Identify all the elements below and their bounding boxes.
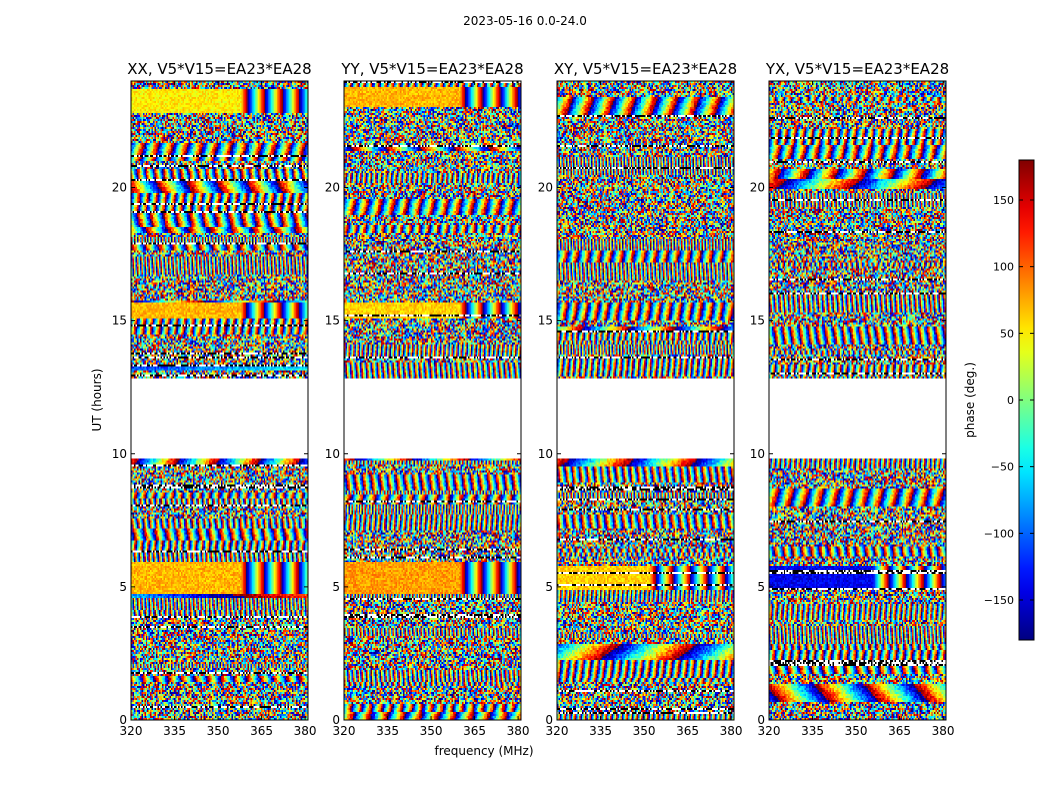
x-tick-label: 320 xyxy=(758,724,781,738)
y-tick-label: 5 xyxy=(757,580,765,594)
colorbar-tick-label: 100 xyxy=(993,261,1014,274)
y-tick-label: 15 xyxy=(538,314,553,328)
x-tick-label: 365 xyxy=(463,724,486,738)
panel-xx: XX, V5*V15=EA23*EA28 320 335 350 365 380 0 5 10 1… xyxy=(112,60,317,738)
x-tick-label: 365 xyxy=(250,724,273,738)
y-tick-label: 5 xyxy=(545,580,553,594)
y-tick-label: 15 xyxy=(750,314,765,328)
colorbar-tick-label: −150 xyxy=(984,594,1014,607)
y-tick-label: 20 xyxy=(538,181,553,195)
y-tick-label: 10 xyxy=(538,447,553,461)
x-tick-label: 335 xyxy=(376,724,399,738)
y-tick-label: 20 xyxy=(112,181,127,195)
x-tick-label: 365 xyxy=(888,724,911,738)
y-tick-label: 15 xyxy=(325,314,340,328)
x-tick-label: 335 xyxy=(589,724,612,738)
colorbar-label: phase (deg.) xyxy=(963,362,977,438)
y-tick-label: 20 xyxy=(750,181,765,195)
x-tick-label: 335 xyxy=(801,724,824,738)
panel-yx: YX, V5*V15=EA23*EA28 320 335 350 365 380 0 5 10 1… xyxy=(750,60,955,738)
x-tick-label: 350 xyxy=(845,724,868,738)
heatmap-yx xyxy=(769,81,946,720)
heatmap-xy xyxy=(557,81,734,720)
y-tick-label: 0 xyxy=(119,713,127,727)
x-tick-label: 335 xyxy=(163,724,186,738)
y-tick-label: 5 xyxy=(332,580,340,594)
y-tick-label: 5 xyxy=(119,580,127,594)
x-tick-label: 380 xyxy=(932,724,955,738)
panel-xy: XY, V5*V15=EA23*EA28 320 335 350 365 380 0 5 10 1… xyxy=(538,60,743,738)
axes-frame xyxy=(130,80,309,721)
colorbar-tick-label: −50 xyxy=(991,461,1014,474)
axes-frame xyxy=(343,80,522,721)
panels-group: XX, V5*V15=EA23*EA28 320 335 350 365 380 0 5 10 1… xyxy=(112,60,955,738)
panel-title: YX, V5*V15=EA23*EA28 xyxy=(765,60,949,78)
x-tick-label: 380 xyxy=(294,724,317,738)
y-tick-label: 10 xyxy=(112,447,127,461)
panel-title: YY, V5*V15=EA23*EA28 xyxy=(340,60,523,78)
x-tick-label: 320 xyxy=(546,724,569,738)
x-tick-label: 365 xyxy=(676,724,699,738)
heatmap-xx xyxy=(131,81,308,720)
colorbar-tick-label: 50 xyxy=(1000,327,1014,340)
colorbar-tick-label: 0 xyxy=(1007,394,1014,407)
panel-title: XY, V5*V15=EA23*EA28 xyxy=(554,60,737,78)
y-tick-label: 0 xyxy=(332,713,340,727)
y-tick-label: 0 xyxy=(757,713,765,727)
colorbar: −150 −100 −50 0 50 100 150 phase (deg.) xyxy=(963,159,1035,641)
x-tick-label: 320 xyxy=(120,724,143,738)
colorbar-tick-label: −100 xyxy=(984,527,1014,540)
x-tick-label: 350 xyxy=(633,724,656,738)
y-tick-label: 20 xyxy=(325,181,340,195)
panel-title: XX, V5*V15=EA23*EA28 xyxy=(127,60,311,78)
x-tick-label: 350 xyxy=(420,724,443,738)
x-tick-label: 380 xyxy=(720,724,743,738)
y-tick-label: 10 xyxy=(325,447,340,461)
y-tick-label: 15 xyxy=(112,314,127,328)
x-tick-label: 320 xyxy=(333,724,356,738)
y-tick-label: 10 xyxy=(750,447,765,461)
x-tick-label: 350 xyxy=(207,724,230,738)
y-tick-label: 0 xyxy=(545,713,553,727)
figure-title: 2023-05-16 0.0-24.0 xyxy=(463,14,587,28)
axes-frame xyxy=(556,80,735,721)
axes-frame xyxy=(768,80,947,721)
heatmap-yy xyxy=(344,81,521,720)
colorbar-tick-label: 150 xyxy=(993,194,1014,207)
x-axis-label: frequency (MHz) xyxy=(434,744,533,758)
y-axis-label: UT (hours) xyxy=(90,368,104,431)
panel-yy: YY, V5*V15=EA23*EA28 320 335 350 365 380 0 5 10 1… xyxy=(325,60,530,738)
x-tick-label: 380 xyxy=(507,724,530,738)
